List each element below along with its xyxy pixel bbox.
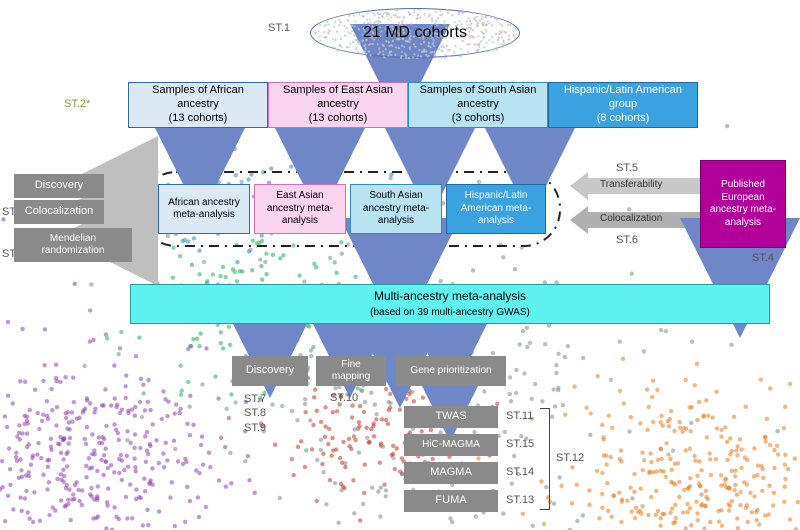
st-label-st1: ST.1 (268, 22, 290, 34)
ancestry-label: Samples of East Asian ancestry(13 cohort… (275, 84, 401, 125)
st-label-st6: ST.6 (616, 234, 638, 246)
method-fuma: FUMA (404, 490, 498, 512)
st-label-st2: ST.2* (64, 98, 90, 110)
left-box-colocalization: Colocalization (14, 200, 104, 224)
european-box: Published European ancestry meta-analysi… (700, 160, 786, 248)
st-label-st12: ST.12 (556, 452, 584, 464)
bottom-fine-mapping: Fine mapping (316, 356, 386, 386)
st-label-st15: ST.15 (506, 438, 534, 450)
header-ellipse: 21 MD cohorts (310, 8, 520, 58)
meta-box-hispanic: Hispanic/Latin American meta-analysis (446, 184, 546, 234)
meta-box-african: African ancestry meta-analysis (158, 184, 250, 234)
method-hic-magma: HiC-MAGMA (404, 434, 498, 456)
st-label-st14: ST.14 (506, 466, 534, 478)
st-label-st5: ST.5 (616, 162, 638, 174)
multi-meta-label: Multi-ancestry meta-analysis(based on 39… (370, 289, 530, 320)
header-title: 21 MD cohorts (363, 24, 467, 42)
method-twas: TWAS (404, 406, 498, 428)
st-label-st4: ST.4 (752, 252, 774, 264)
ancestry-label: Samples of South Asian ancestry(3 cohort… (415, 84, 541, 125)
ancestry-box-eastasian: Samples of East Asian ancestry(13 cohort… (268, 82, 408, 128)
meta-box-eastasian: East Asian ancestry meta-analysis (254, 184, 346, 234)
ancestry-label: Samples of African ancestry(13 cohorts) (135, 84, 261, 125)
arrow-label-colocalization: Colocalization (600, 213, 662, 224)
st-label-st13: ST.13 (506, 494, 534, 506)
st-label-st10: ST.10 (330, 392, 358, 404)
bottom-gene-prioritization: Gene prioritization (396, 356, 506, 386)
multi-meta-box: Multi-ancestry meta-analysis(based on 39… (130, 284, 770, 324)
arrow-label-transferability: Transferability (600, 179, 662, 190)
st-label-discovery-sts: ST.7 ST.8 ST.9 (244, 392, 266, 435)
methods-bracket (540, 408, 550, 510)
ancestry-box-southasian: Samples of South Asian ancestry(3 cohort… (408, 82, 548, 128)
st-label-st11: ST.11 (506, 410, 533, 422)
ancestry-label: Hispanic/Latin American group(8 cohorts) (555, 84, 691, 125)
left-box-mendelian: Mendelian randomization (14, 228, 132, 262)
left-box-discovery: Discovery (14, 174, 104, 198)
ancestry-box-african: Samples of African ancestry(13 cohorts) (128, 82, 268, 128)
method-magma: MAGMA (404, 462, 498, 484)
ancestry-box-hispanic: Hispanic/Latin American group(8 cohorts) (548, 82, 698, 128)
bottom-discovery: Discovery (232, 356, 308, 386)
meta-box-southasian: South Asian ancestry meta-analysis (350, 184, 442, 234)
